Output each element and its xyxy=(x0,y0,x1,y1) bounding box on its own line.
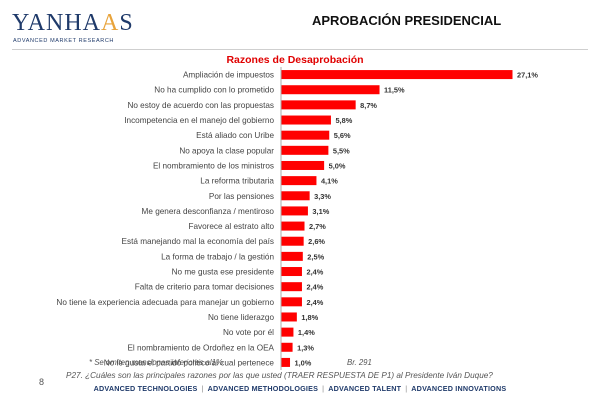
data-label: 2,5% xyxy=(307,252,324,261)
footer-separator: | xyxy=(201,384,204,393)
bar xyxy=(281,85,380,95)
category-label: El nombramiento de los ministros xyxy=(153,161,274,170)
category-label: El nombramiento de Ordoñez en la OEA xyxy=(127,343,274,352)
footer-slogans: ADVANCED TECHNOLOGIES | ADVANCED METHODOLO… xyxy=(0,384,600,393)
bar xyxy=(281,191,310,201)
bar xyxy=(281,221,305,231)
bar xyxy=(281,251,303,261)
company-logo: YANHAAS ADVANCED MARKET RESEARCH xyxy=(12,10,133,50)
data-label: 2,7% xyxy=(309,222,326,231)
page-number: 8 xyxy=(39,377,45,387)
category-label: No me gusta ese presidente xyxy=(172,268,275,277)
data-label: 2,4% xyxy=(306,268,323,277)
bar xyxy=(281,312,297,322)
footer-separator: | xyxy=(405,384,408,393)
data-label: 2,4% xyxy=(306,298,323,307)
category-label: Está aliado con Uribe xyxy=(196,131,274,140)
data-label: 8,7% xyxy=(360,101,377,110)
category-label: Falta de criterio para tomar decisiones xyxy=(135,283,274,292)
logo-tagline: ADVANCED MARKET RESEARCH xyxy=(13,38,114,44)
bar xyxy=(281,115,331,125)
category-label: Incompetencia en el manejo del gobierno xyxy=(124,116,274,125)
bar xyxy=(281,282,302,292)
data-label: 11,5% xyxy=(384,86,405,95)
category-label: No estoy de acuerdo con las propuestas xyxy=(127,101,274,110)
bar xyxy=(281,176,317,186)
bar xyxy=(281,236,304,246)
data-label: 1,3% xyxy=(297,343,314,352)
data-label: 1,8% xyxy=(301,313,318,322)
bar xyxy=(281,70,513,80)
survey-question: P27. ¿Cuáles son las principales razones… xyxy=(66,371,493,380)
data-label: 5,8% xyxy=(335,116,352,125)
page-title: APROBACIÓN PRESIDENCIAL xyxy=(312,13,502,28)
category-label: Está manejando mal la economía del país xyxy=(122,237,274,246)
bar xyxy=(281,342,293,352)
category-label: La forma de trabajo / la gestión xyxy=(161,252,274,261)
header-divider xyxy=(12,49,588,50)
data-label: 2,6% xyxy=(308,237,325,246)
footer-slogan-talent: ADVANCED TALENT xyxy=(328,384,402,393)
category-label: No tiene la experiencia adecuada para ma… xyxy=(56,298,274,307)
bar xyxy=(281,206,308,216)
data-label: 1,0% xyxy=(295,358,312,367)
data-label: 5,5% xyxy=(333,146,350,155)
category-label: No tiene liderazgo xyxy=(208,313,274,322)
footer-slogan-innovations: ADVANCED INNOVATIONS xyxy=(411,384,507,393)
footer-separator: | xyxy=(322,384,325,393)
footer-slogan-technologies: ADVANCED TECHNOLOGIES xyxy=(93,384,198,393)
category-label: Por las pensiones xyxy=(209,192,274,201)
bar xyxy=(281,100,356,110)
data-label: 2,4% xyxy=(306,283,323,292)
bar xyxy=(281,357,291,367)
base-size-note: Br. 291 xyxy=(347,358,372,367)
data-label: 3,1% xyxy=(312,207,329,216)
category-label: No le gusta el partido político al cual … xyxy=(104,358,275,367)
bar xyxy=(281,160,325,170)
footer-slogan-methodologies: ADVANCED METHODOLOGIES xyxy=(207,384,319,393)
data-label: 4,1% xyxy=(321,177,338,186)
chart-title: Razones de Desaprobación xyxy=(226,54,363,66)
data-label: 27,1% xyxy=(517,71,538,80)
category-label: Me genera desconfianza / mentiroso xyxy=(142,207,275,216)
bar xyxy=(281,130,330,140)
bar xyxy=(281,327,294,337)
category-label: No ha cumplido con lo prometido xyxy=(154,86,274,95)
data-label: 5,6% xyxy=(334,131,351,140)
data-label: 1,4% xyxy=(298,328,315,337)
category-label: No apoya la clase popular xyxy=(179,146,274,155)
category-label: No vote por él xyxy=(223,328,274,337)
category-label: Favorece al estrato alto xyxy=(188,222,274,231)
category-label: La reforma tributaria xyxy=(200,177,274,186)
logo-wordmark: YANHAAS xyxy=(12,10,134,36)
bar xyxy=(281,145,329,155)
bar xyxy=(281,297,302,307)
omission-note: * Se omiten menciones inferiores al1% xyxy=(89,358,223,367)
data-label: 5,0% xyxy=(329,161,346,170)
category-label: Ampliación de impuestos xyxy=(183,71,274,80)
data-label: 3,3% xyxy=(314,192,331,201)
bar xyxy=(281,267,302,277)
